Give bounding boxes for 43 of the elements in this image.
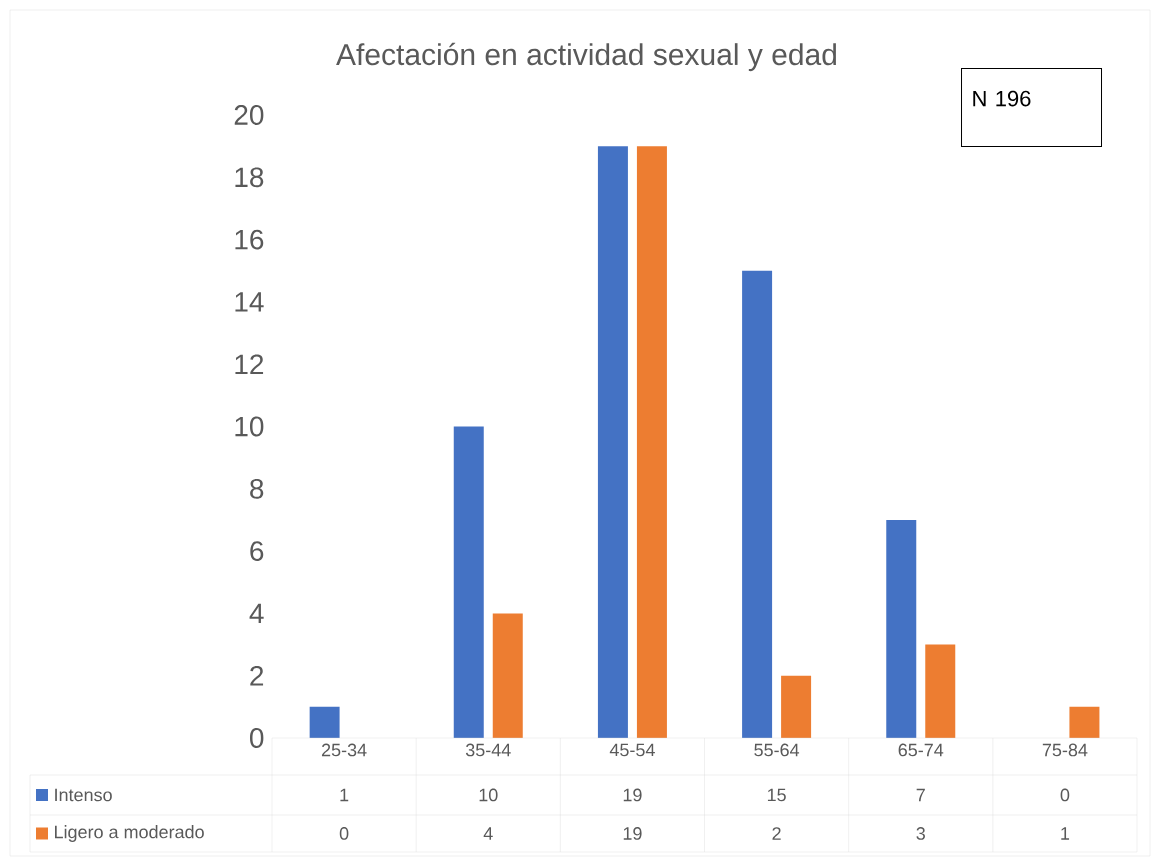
y-tick-label: 0 [250,728,264,748]
legend-label: Intenso [55,788,112,802]
data-label: 19 [623,788,642,802]
data-label: 7 [916,788,925,802]
data-label: 0 [339,827,349,840]
y-tick-label: 20 [234,105,264,125]
data-label: 10 [479,788,498,802]
data-label: 3 [916,827,925,840]
data-label: 15 [767,788,786,802]
bar [781,675,812,738]
x-tick-label: 35-44 [465,743,511,757]
x-tick-label: 65-74 [898,743,944,757]
bar [309,706,340,738]
bar [925,644,956,738]
data-label: 1 [1061,827,1070,840]
y-tick-label: 14 [235,292,264,312]
x-tick-label: 25-34 [321,743,367,757]
y-tick-label: 16 [235,229,264,250]
x-tick-label: 55-64 [754,743,800,757]
bar [453,426,484,738]
bar [636,146,667,738]
data-label: 2 [772,827,781,840]
y-tick-label: 12 [235,354,264,374]
x-tick-label: 75-84 [1042,743,1088,757]
data-label: 0 [1060,788,1070,802]
bar [1069,706,1100,738]
y-tick-label: 10 [235,416,264,437]
y-tick-label: 18 [235,167,264,188]
bar [886,519,917,738]
data-label: 19 [623,827,642,840]
bar [492,613,523,738]
bar [597,146,628,738]
y-tick-label: 8 [250,478,264,499]
y-tick-label: 4 [249,603,264,624]
bar [742,270,773,738]
legend-label: Ligero a moderado [55,825,204,842]
y-tick-label: 2 [250,665,264,686]
y-tick-label: 6 [250,541,264,561]
data-label: 4 [483,827,493,840]
data-label: 1 [340,788,349,802]
text: N 196 [973,90,1031,107]
x-tick-label: 45-54 [609,743,655,757]
chart-title: Afectación en actividad sexual y edad [336,42,836,72]
